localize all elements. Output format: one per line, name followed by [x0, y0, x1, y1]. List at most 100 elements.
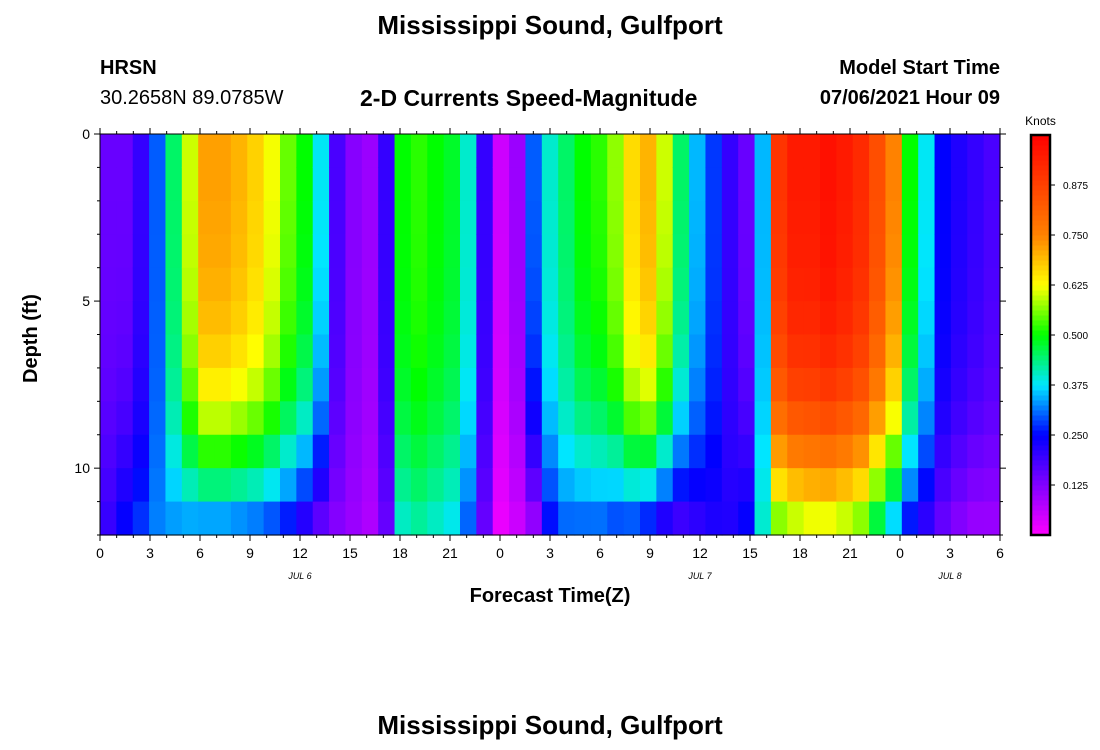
chart-title: Mississippi Sound, Gulfport: [377, 10, 723, 40]
heatmap-cell: [901, 367, 919, 402]
heatmap-cell: [410, 468, 428, 503]
heatmap-cell: [460, 501, 477, 536]
heatmap-cell: [132, 501, 150, 536]
heatmap-cell: [770, 367, 788, 402]
heatmap-cell: [574, 167, 592, 202]
heatmap-cell: [100, 468, 117, 503]
heatmap-cell: [738, 234, 756, 269]
heatmap-cell: [476, 334, 494, 369]
heatmap-cell: [165, 167, 183, 202]
heatmap-cell: [852, 200, 870, 235]
heatmap-cell: [640, 267, 657, 302]
heatmap-cell: [296, 367, 314, 402]
heatmap-cell: [198, 468, 216, 503]
heatmap-cell: [312, 301, 330, 336]
heatmap-cell: [656, 401, 674, 436]
heatmap-cell: [263, 267, 281, 302]
heatmap-cell: [460, 234, 477, 269]
heatmap-cell: [705, 401, 723, 436]
heatmap-cell: [770, 301, 788, 336]
heatmap-cell: [574, 134, 592, 169]
model-start-label: Model Start Time: [839, 57, 1000, 79]
heatmap-cell: [885, 167, 903, 202]
heatmap-cell: [181, 468, 199, 503]
heatmap-cell: [525, 401, 543, 436]
colorbar-tick-label: 0.500: [1063, 331, 1088, 342]
heatmap-cell: [738, 401, 756, 436]
heatmap-cell: [558, 334, 576, 369]
heatmap-cell: [901, 200, 919, 235]
heatmap-cell: [541, 301, 559, 336]
colorbar-segment: [1031, 280, 1050, 286]
heatmap-cell: [787, 234, 805, 269]
heatmap-cell: [738, 200, 756, 235]
heatmap-cell: [967, 134, 985, 169]
heatmap-cell: [296, 301, 314, 336]
heatmap-cell: [820, 501, 837, 536]
colorbar-segment: [1031, 500, 1050, 506]
x-tick-label: 21: [442, 545, 458, 561]
heatmap-cell: [607, 468, 625, 503]
heatmap-cell: [607, 301, 625, 336]
heatmap-cell: [950, 468, 968, 503]
heatmap-cell: [640, 401, 657, 436]
heatmap-cell: [361, 468, 379, 503]
heatmap-cell: [640, 200, 657, 235]
heatmap-cell: [378, 468, 396, 503]
heatmap-cell: [181, 434, 199, 469]
heatmap-cell: [149, 134, 167, 169]
heatmap-cell: [721, 167, 739, 202]
heatmap-cell: [705, 367, 723, 402]
heatmap-cell: [116, 134, 134, 169]
heatmap-cell: [934, 468, 952, 503]
heatmap-cell: [476, 501, 494, 536]
heatmap-cell: [607, 234, 625, 269]
heatmap-cell: [705, 200, 723, 235]
heatmap-cell: [492, 234, 510, 269]
colorbar-segment: [1031, 135, 1050, 141]
heatmap-cell: [116, 401, 134, 436]
heatmap-cell: [754, 167, 772, 202]
colorbar-segment: [1031, 235, 1050, 241]
heatmap-cell: [820, 301, 837, 336]
heatmap-cell: [198, 134, 216, 169]
heatmap-cell: [934, 167, 952, 202]
heatmap-cell: [230, 367, 248, 402]
heatmap-cell: [541, 134, 559, 169]
heatmap-cell: [558, 267, 576, 302]
heatmap-cell: [967, 267, 985, 302]
heatmap-cell: [640, 134, 657, 169]
heatmap-cell: [214, 401, 232, 436]
heatmap-cell: [525, 501, 543, 536]
heatmap-cell: [460, 167, 477, 202]
heatmap-cell: [705, 167, 723, 202]
heatmap-cell: [427, 401, 445, 436]
heatmap-cell: [116, 468, 134, 503]
heatmap-cell: [345, 468, 363, 503]
heatmap-cell: [607, 434, 625, 469]
x-tick-label: 6: [996, 545, 1004, 561]
heatmap-cell: [492, 134, 510, 169]
heatmap-cell: [590, 334, 608, 369]
heatmap-cell: [329, 234, 347, 269]
heatmap-cell: [345, 501, 363, 536]
heatmap-cell: [492, 301, 510, 336]
heatmap-cell: [721, 434, 739, 469]
heatmap-cell: [787, 401, 805, 436]
heatmap-cell: [378, 267, 396, 302]
heatmap-cell: [100, 401, 117, 436]
colorbar-segment: [1031, 485, 1050, 491]
heatmap-cell: [230, 134, 248, 169]
heatmap-cell: [967, 468, 985, 503]
heatmap-cell: [590, 367, 608, 402]
heatmap-cell: [738, 301, 756, 336]
colorbar-segment: [1031, 495, 1050, 501]
heatmap-cell: [181, 501, 199, 536]
heatmap-cell: [394, 434, 412, 469]
colorbar-segment: [1031, 375, 1050, 381]
heatmap-cell: [525, 367, 543, 402]
heatmap-cell: [296, 501, 314, 536]
heatmap-cell: [361, 501, 379, 536]
heatmap-cell: [509, 468, 527, 503]
heatmap-cell: [296, 468, 314, 503]
